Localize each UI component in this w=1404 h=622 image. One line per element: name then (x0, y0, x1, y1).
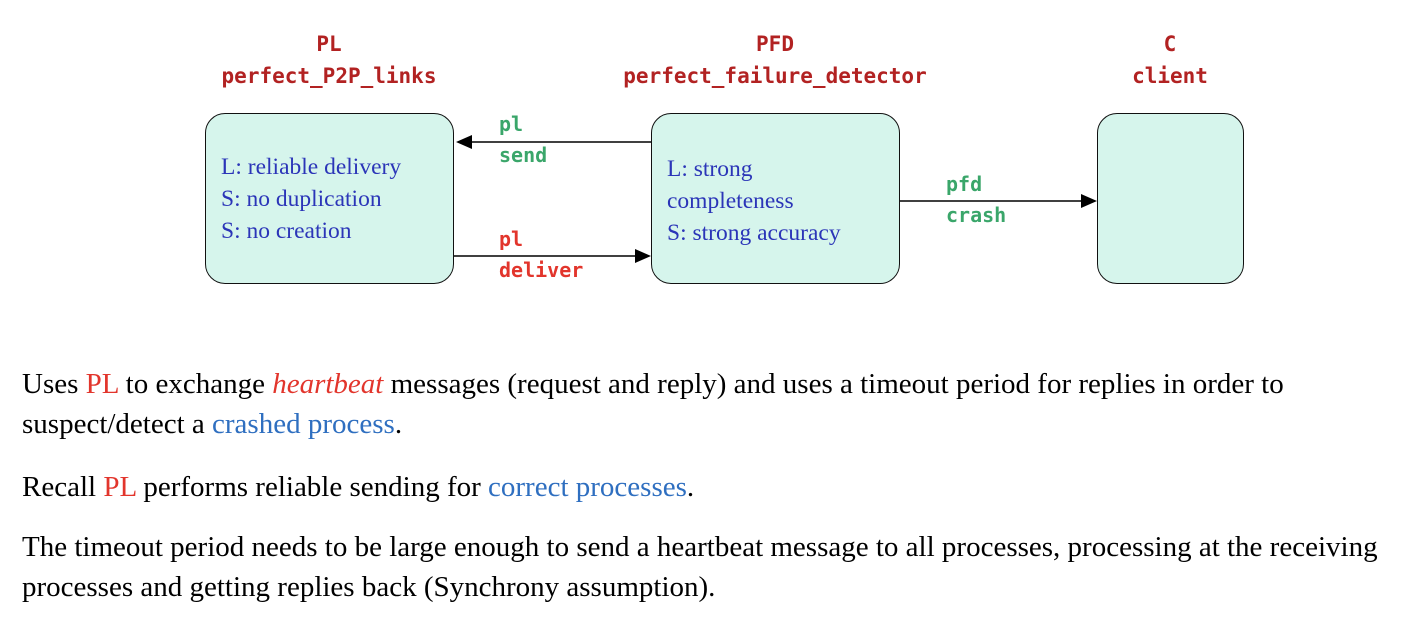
pfd-abbr: PFD (756, 32, 794, 56)
label-pfd-crash-line1: pfd (946, 172, 983, 196)
pl-header: PL perfect_P2P_links (149, 28, 509, 92)
label-pl-send-line2: send (499, 143, 548, 167)
p2-correct-processes: correct processes (488, 471, 687, 503)
p2-text-c: performs reliable sending for (136, 471, 489, 503)
pl-box (205, 113, 454, 284)
label-pl-deliver: pl deliver (499, 224, 583, 286)
pfd-name: perfect_failure_detector (623, 64, 927, 88)
paragraph-1: Uses PL to exchange heartbeat messages (… (22, 364, 1392, 444)
arrowhead-pfd-crash (1081, 194, 1097, 208)
label-pfd-crash: pfd crash (946, 169, 1006, 231)
p1-crashed-process: crashed process (212, 408, 395, 440)
pl-properties: L: reliable delivery S: no duplication S… (221, 151, 401, 247)
pfd-prop-2: completeness (667, 188, 794, 214)
p1-text-a: Uses (22, 368, 86, 400)
p2-pl: PL (103, 471, 137, 503)
label-pl-deliver-line1: pl (499, 227, 524, 251)
label-pl-deliver-line2: deliver (499, 258, 584, 282)
client-name: client (1132, 64, 1208, 88)
label-pl-send: pl send (499, 109, 547, 171)
client-box (1097, 113, 1244, 284)
label-pl-send-line1: pl (499, 112, 524, 136)
pl-name: perfect_P2P_links (221, 64, 437, 88)
p1-pl: PL (85, 368, 119, 400)
pl-prop-3: S: no creation (221, 218, 352, 244)
paragraph-3: The timeout period needs to be large eno… (22, 527, 1392, 607)
arrowhead-pl-send (456, 135, 472, 149)
pl-prop-2: S: no duplication (221, 186, 382, 212)
p1-text-c: to exchange (118, 368, 273, 400)
pl-abbr: PL (316, 32, 342, 56)
p2-text-e: . (686, 471, 695, 503)
p1-heartbeat: heartbeat (272, 368, 384, 400)
label-pfd-crash-line2: crash (946, 203, 1007, 227)
p2-text-a: Recall (22, 471, 104, 503)
p1-text-g: . (394, 408, 403, 440)
pfd-header: PFD perfect_failure_detector (595, 28, 955, 92)
client-abbr: C (1163, 32, 1177, 56)
p1-text-e: messages (request and reply) and uses a … (22, 368, 1284, 440)
p3-text: The timeout period needs to be large eno… (22, 531, 1378, 603)
pfd-properties: L: strong completeness S: strong accurac… (667, 153, 841, 249)
paragraph-2: Recall PL performs reliable sending for … (22, 467, 1392, 507)
pfd-prop-3: S: strong accuracy (667, 220, 841, 246)
pfd-prop-1: L: strong (667, 156, 753, 182)
arrowhead-pl-deliver (635, 249, 651, 263)
pfd-box (651, 113, 900, 284)
client-header: C client (990, 28, 1350, 92)
pl-prop-1: L: reliable delivery (221, 154, 402, 180)
